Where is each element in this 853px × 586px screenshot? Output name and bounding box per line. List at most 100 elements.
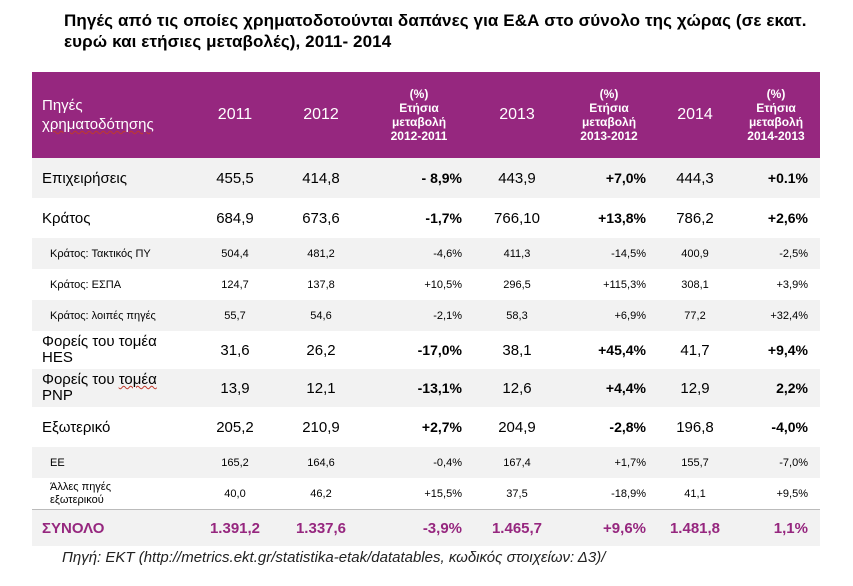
cell-2013: 766,10 xyxy=(474,198,560,238)
cell-change-2: -2,8% xyxy=(560,407,658,447)
cell-change-3: +9,5% xyxy=(732,478,820,510)
row-label: Φορείς του τομέα HES xyxy=(32,331,192,369)
table-row: Κράτος: Τακτικός ΠΥ 504,4 481,2 -4,6% 41… xyxy=(32,238,820,269)
header-label: Πηγές χρηματοδότησης xyxy=(32,72,192,158)
cell-2012: 46,2 xyxy=(278,478,364,510)
cell-2011: 40,0 xyxy=(192,478,278,510)
header-change-2012-2011: (%) Ετήσια μεταβολή 2012-2011 xyxy=(364,72,474,158)
cell-change-3: -4,0% xyxy=(732,407,820,447)
header-2013: 2013 xyxy=(474,72,560,158)
cell-2014: 12,9 xyxy=(658,369,732,407)
table-row: Κράτος: λοιπές πηγές 55,7 54,6 -2,1% 58,… xyxy=(32,300,820,331)
cell-2012: 137,8 xyxy=(278,269,364,300)
total-2013: 1.465,7 xyxy=(474,509,560,546)
cell-2014: 444,3 xyxy=(658,158,732,198)
cell-2011: 205,2 xyxy=(192,407,278,447)
cell-2014: 308,1 xyxy=(658,269,732,300)
row-label: Κράτος: Τακτικός ΠΥ xyxy=(32,238,192,269)
cell-2012: 481,2 xyxy=(278,238,364,269)
cell-change-3: +0.1% xyxy=(732,158,820,198)
table-row: Φορείς του τομέα PNP 13,9 12,1 -13,1% 12… xyxy=(32,369,820,407)
row-label: Άλλες πηγές εξωτερικού xyxy=(32,478,192,510)
table-row: Επιχειρήσεις 455,5 414,8 - 8,9% 443,9 +7… xyxy=(32,158,820,198)
cell-change-1: -13,1% xyxy=(364,369,474,407)
header-label-line1: Πηγές xyxy=(42,97,83,114)
header-2014: 2014 xyxy=(658,72,732,158)
cell-change-2: +7,0% xyxy=(560,158,658,198)
header-2011: 2011 xyxy=(192,72,278,158)
table-row: Κράτος: ΕΣΠΑ 124,7 137,8 +10,5% 296,5 +1… xyxy=(32,269,820,300)
total-change-2: +9,6% xyxy=(560,509,658,546)
cell-2014: 155,7 xyxy=(658,447,732,478)
header-change-2013-2012: (%) Ετήσια μεταβολή 2013-2012 xyxy=(560,72,658,158)
cell-change-1: +15,5% xyxy=(364,478,474,510)
row-label: ΕΕ xyxy=(32,447,192,478)
header-label-line2: χρηματοδότησης xyxy=(42,116,154,133)
cell-change-1: -2,1% xyxy=(364,300,474,331)
cell-2013: 37,5 xyxy=(474,478,560,510)
cell-2012: 414,8 xyxy=(278,158,364,198)
total-label: ΣΥΝΟΛΟ xyxy=(32,509,192,546)
row-label: Επιχειρήσεις xyxy=(32,158,192,198)
cell-2012: 164,6 xyxy=(278,447,364,478)
header-2012: 2012 xyxy=(278,72,364,158)
total-2014: 1.481,8 xyxy=(658,509,732,546)
cell-2013: 443,9 xyxy=(474,158,560,198)
cell-change-3: -7,0% xyxy=(732,447,820,478)
total-change-1: -3,9% xyxy=(364,509,474,546)
cell-2012: 54,6 xyxy=(278,300,364,331)
header-row: Πηγές χρηματοδότησης 2011 2012 (%) Ετήσι… xyxy=(32,72,820,158)
cell-2013: 411,3 xyxy=(474,238,560,269)
cell-change-2: -18,9% xyxy=(560,478,658,510)
cell-2014: 786,2 xyxy=(658,198,732,238)
total-change-3: 1,1% xyxy=(732,509,820,546)
cell-change-1: -4,6% xyxy=(364,238,474,269)
total-row: ΣΥΝΟΛΟ 1.391,2 1.337,6 -3,9% 1.465,7 +9,… xyxy=(32,509,820,546)
table-row: Φορείς του τομέα HES 31,6 26,2 -17,0% 38… xyxy=(32,331,820,369)
cell-2011: 455,5 xyxy=(192,158,278,198)
cell-change-1: +10,5% xyxy=(364,269,474,300)
cell-change-3: +3,9% xyxy=(732,269,820,300)
cell-2014: 77,2 xyxy=(658,300,732,331)
table-row: Άλλες πηγές εξωτερικού 40,0 46,2 +15,5% … xyxy=(32,478,820,510)
cell-2011: 684,9 xyxy=(192,198,278,238)
row-label: Φορείς του τομέα PNP xyxy=(32,369,192,407)
cell-2011: 13,9 xyxy=(192,369,278,407)
cell-2013: 167,4 xyxy=(474,447,560,478)
table-row: Κράτος 684,9 673,6 -1,7% 766,10 +13,8% 7… xyxy=(32,198,820,238)
header-change-2014-2013: (%) Ετήσια μεταβολή 2014-2013 xyxy=(732,72,820,158)
cell-2013: 296,5 xyxy=(474,269,560,300)
cell-2011: 124,7 xyxy=(192,269,278,300)
cell-change-3: +32,4% xyxy=(732,300,820,331)
total-2012: 1.337,6 xyxy=(278,509,364,546)
source-note: Πηγή: ΕΚΤ (http://metrics.ekt.gr/statist… xyxy=(62,549,606,566)
cell-change-1: -1,7% xyxy=(364,198,474,238)
cell-2014: 400,9 xyxy=(658,238,732,269)
cell-change-1: +2,7% xyxy=(364,407,474,447)
cell-change-2: +1,7% xyxy=(560,447,658,478)
row-label: Κράτος: λοιπές πηγές xyxy=(32,300,192,331)
cell-2014: 41,7 xyxy=(658,331,732,369)
table-row: Εξωτερικό 205,2 210,9 +2,7% 204,9 -2,8% … xyxy=(32,407,820,447)
cell-2011: 31,6 xyxy=(192,331,278,369)
cell-2011: 504,4 xyxy=(192,238,278,269)
total-2011: 1.391,2 xyxy=(192,509,278,546)
cell-2013: 204,9 xyxy=(474,407,560,447)
cell-2012: 210,9 xyxy=(278,407,364,447)
cell-2013: 58,3 xyxy=(474,300,560,331)
cell-change-3: +9,4% xyxy=(732,331,820,369)
cell-2011: 55,7 xyxy=(192,300,278,331)
table-row: ΕΕ 165,2 164,6 -0,4% 167,4 +1,7% 155,7 -… xyxy=(32,447,820,478)
cell-change-2: +45,4% xyxy=(560,331,658,369)
cell-2011: 165,2 xyxy=(192,447,278,478)
cell-change-3: 2,2% xyxy=(732,369,820,407)
cell-change-2: +115,3% xyxy=(560,269,658,300)
row-label: Κράτος xyxy=(32,198,192,238)
cell-2014: 41,1 xyxy=(658,478,732,510)
cell-2012: 26,2 xyxy=(278,331,364,369)
cell-change-1: -17,0% xyxy=(364,331,474,369)
cell-change-3: -2,5% xyxy=(732,238,820,269)
cell-change-2: -14,5% xyxy=(560,238,658,269)
cell-change-1: -0,4% xyxy=(364,447,474,478)
table-title: Πηγές από τις οποίες χρηματοδοτούνται δα… xyxy=(64,11,807,51)
